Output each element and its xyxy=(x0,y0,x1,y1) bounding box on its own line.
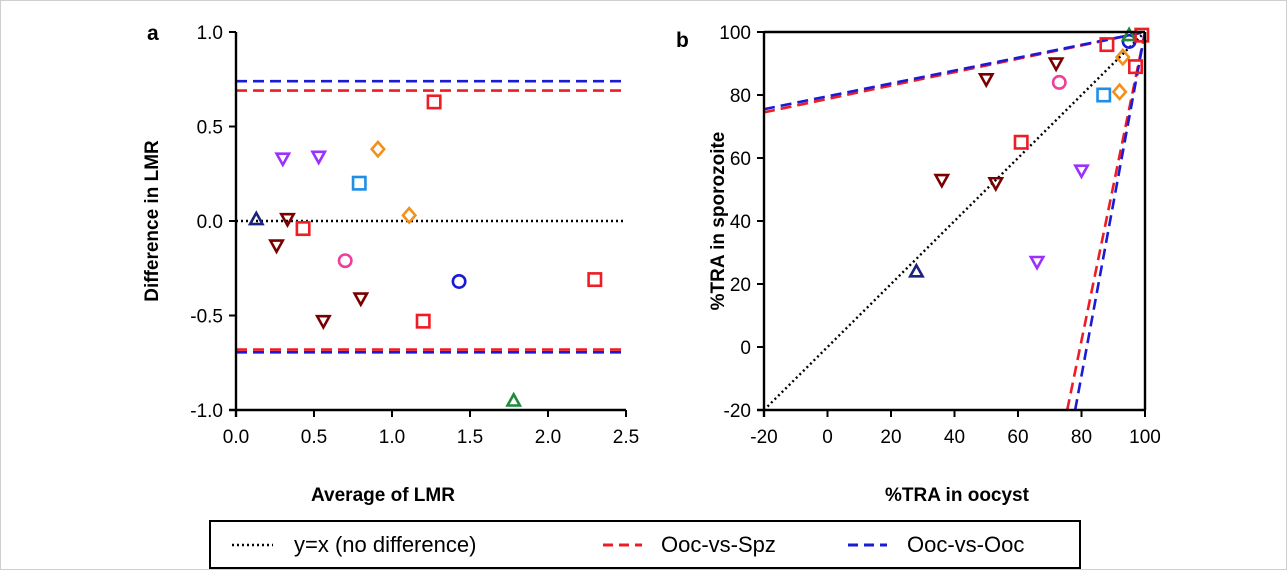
panel-a-point-15 xyxy=(505,391,523,407)
panel-b-point-7 xyxy=(1051,74,1067,90)
panel-b-label: b xyxy=(676,29,689,52)
legend-label-ooc-vs-ooc: Ooc-vs-Ooc xyxy=(907,532,1024,557)
panel-a-point-0 xyxy=(247,210,265,226)
legend-label-ooc-vs-spz: Ooc-vs-Spz xyxy=(661,532,776,557)
panel-a-point-6 xyxy=(314,314,332,331)
panel-b-y-tick-label-2: 60 xyxy=(730,149,751,170)
panel-a-y-tick-label-4: -1.0 xyxy=(190,401,223,422)
panel-b-y-tick-label-4: 20 xyxy=(730,275,751,296)
panel-a-point-10 xyxy=(370,139,386,159)
panel-b-y-tick-label-0: 100 xyxy=(719,23,751,44)
legend-label-identity: y=x (no difference) xyxy=(294,532,476,557)
panel-a-x-tick-label-4: 2.0 xyxy=(535,427,561,448)
panel-b-y-tick-label-6: -20 xyxy=(724,401,751,422)
panel-b-point-9 xyxy=(1096,87,1112,103)
panel-b-point-8 xyxy=(1073,164,1090,180)
panel-b-x-tick-label-2: 20 xyxy=(880,427,901,448)
panel-b-x-tick-label-1: 0 xyxy=(822,427,833,448)
legend: y=x (no difference) Ooc-vs-Spz Ooc-vs-Oo… xyxy=(209,520,1081,569)
panel-a-point-11 xyxy=(401,206,418,225)
panel-a: a 0.0 0.5 1.0 1.5 2.0 2.5 1.0 0.5 0.0 -0.5 -1.0 Av… xyxy=(142,22,639,506)
panel-a-point-5 xyxy=(310,150,328,166)
panel-b: b -20 0 20 40 60 80 100 100 80 60 40 20 0 -20 %TRA in… xyxy=(676,23,1161,506)
panel-a-point-8 xyxy=(351,175,367,191)
panel-a-y-tick-label-1: 0.5 xyxy=(197,118,223,139)
panel-a-y-tick-label-2: 0.0 xyxy=(197,212,223,233)
panel-b-reference-lines xyxy=(764,30,1145,410)
panel-b-point-6 xyxy=(1047,57,1065,73)
panel-b-point-1 xyxy=(933,173,951,189)
panel-a-label: a xyxy=(147,22,159,45)
panel-b-y-tick-label-5: 0 xyxy=(740,338,751,359)
panel-b-x-tick-label-3: 40 xyxy=(944,427,965,448)
panel-b-point-16 xyxy=(1134,27,1150,43)
panel-a-y-tick-label-0: 1.0 xyxy=(197,23,223,44)
panel-a-y-tick-label-3: -0.5 xyxy=(190,307,223,328)
panel-b-ref-line-ooc-vs-ooc-4 xyxy=(1073,31,1145,410)
panel-a-point-13 xyxy=(426,94,442,110)
panel-a-point-9 xyxy=(352,292,370,308)
panel-a-x-tick-label-5: 2.5 xyxy=(613,427,639,448)
panel-a-point-16 xyxy=(587,272,603,288)
panel-b-point-4 xyxy=(1013,134,1029,150)
panel-a-point-14 xyxy=(451,273,467,289)
panel-a-x-tick-label-1: 0.5 xyxy=(301,427,327,448)
panel-b-x-tick-label-0: -20 xyxy=(750,427,777,448)
panel-b-x-tick-label-5: 80 xyxy=(1071,427,1092,448)
panel-b-y-axis-title: %TRA in sporozoite xyxy=(708,132,729,311)
panel-a-point-1 xyxy=(268,239,285,255)
panel-b-point-0 xyxy=(907,262,925,278)
panel-b-point-12 xyxy=(1114,48,1131,67)
panel-a-reference-lines xyxy=(236,79,626,354)
panel-b-point-15 xyxy=(1127,59,1143,75)
panel-b-x-axis-title: %TRA in oocyst xyxy=(885,485,1030,506)
panel-b-point-10 xyxy=(1099,37,1115,53)
legend-box xyxy=(209,520,1081,569)
panel-a-x-tick-label-2: 1.0 xyxy=(379,427,405,448)
panel-a-x-tick-label-0: 0.0 xyxy=(223,427,249,448)
panel-a-x-axis-title: Average of LMR xyxy=(311,485,455,506)
panel-b-ref-line-y-x-no-difference--0 xyxy=(764,31,1145,410)
panel-b-points xyxy=(907,26,1150,278)
panel-a-point-3 xyxy=(279,212,296,228)
panel-a-point-4 xyxy=(295,221,311,237)
panel-b-y-tick-label-1: 80 xyxy=(730,86,751,107)
panel-b-axes: -20 0 20 40 60 80 100 100 80 60 40 20 0 -20 xyxy=(719,23,1161,448)
panel-b-ref-line-ooc-vs-ooc-3 xyxy=(764,30,1145,111)
panel-a-y-axis-title: Difference in LMR xyxy=(142,140,163,302)
panel-b-ref-line-ooc-vs-spz-2 xyxy=(1065,31,1145,410)
panel-b-point-2 xyxy=(977,72,995,89)
panel-a-point-2 xyxy=(274,152,292,168)
panel-b-y-tick-label-3: 40 xyxy=(730,212,751,233)
panel-a-point-12 xyxy=(415,313,431,329)
panel-a-points xyxy=(247,94,603,407)
panel-b-x-tick-label-6: 100 xyxy=(1129,427,1161,448)
panel-b-point-3 xyxy=(987,176,1005,193)
panel-b-point-5 xyxy=(1028,255,1046,271)
panel-b-point-14 xyxy=(1120,26,1138,42)
panel-a-axes: 0.0 0.5 1.0 1.5 2.0 2.5 1.0 0.5 0.0 -0.5 -1.0 xyxy=(190,23,639,448)
panel-a-point-7 xyxy=(337,253,353,269)
panel-b-x-tick-label-4: 60 xyxy=(1007,427,1028,448)
panel-a-x-tick-label-3: 1.5 xyxy=(457,427,483,448)
panel-b-point-11 xyxy=(1111,82,1128,102)
